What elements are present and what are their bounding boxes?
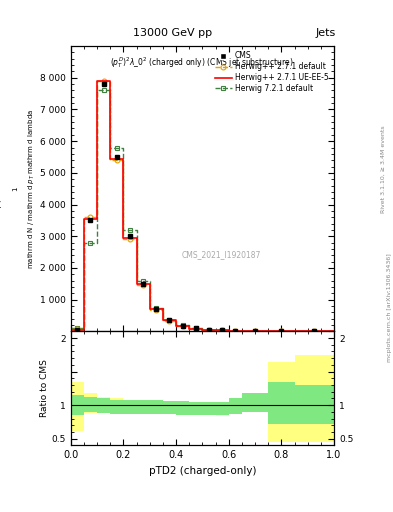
- Text: CMS_2021_I1920187: CMS_2021_I1920187: [181, 250, 261, 259]
- Legend: CMS, Herwig++ 2.7.1 default, Herwig++ 2.7.1 UE-EE-5, Herwig 7.2.1 default: CMS, Herwig++ 2.7.1 default, Herwig++ 2.…: [213, 50, 330, 95]
- Text: $(p_T^D)^2\lambda\_0^2$ (charged only) (CMS jet substructure): $(p_T^D)^2\lambda\_0^2$ (charged only) (…: [110, 55, 294, 70]
- Text: Rivet 3.1.10, ≥ 3.4M events: Rivet 3.1.10, ≥ 3.4M events: [381, 125, 386, 213]
- Text: 13000 GeV pp: 13000 GeV pp: [133, 28, 213, 38]
- Y-axis label: Ratio to CMS: Ratio to CMS: [40, 359, 49, 417]
- Y-axis label: mathrm d²N
⁄
mathrm d $p_T$ mathrm d lambda

1

mathrm d N / mathrm d $p_T$ math: mathrm d²N ⁄ mathrm d $p_T$ mathrm d lam…: [0, 109, 37, 269]
- Text: Jets: Jets: [316, 28, 336, 38]
- Text: mcplots.cern.ch [arXiv:1306.3436]: mcplots.cern.ch [arXiv:1306.3436]: [387, 253, 391, 361]
- X-axis label: pTD2 (charged-only): pTD2 (charged-only): [149, 466, 256, 476]
